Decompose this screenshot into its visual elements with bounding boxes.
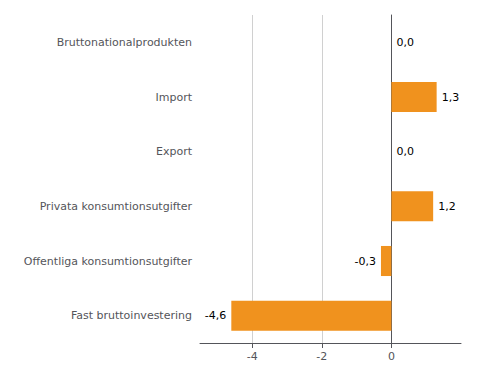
svg-text:Bruttonationalprodukten: Bruttonationalprodukten	[57, 36, 192, 49]
svg-text:0,0: 0,0	[396, 36, 414, 49]
svg-text:Export: Export	[156, 145, 193, 158]
svg-text:1,3: 1,3	[442, 91, 460, 104]
svg-text:Offentliga konsumtionsutgifter: Offentliga konsumtionsutgifter	[24, 255, 193, 268]
svg-text:0,0: 0,0	[396, 145, 414, 158]
svg-text:Fast bruttoinvestering: Fast bruttoinvestering	[71, 309, 192, 322]
svg-text:-4: -4	[247, 350, 258, 363]
svg-text:Privata konsumtionsutgifter: Privata konsumtionsutgifter	[40, 200, 193, 213]
svg-text:-0,3: -0,3	[354, 255, 375, 268]
svg-text:1,2: 1,2	[438, 200, 456, 213]
svg-text:Import: Import	[155, 91, 192, 104]
svg-text:0: 0	[388, 350, 395, 363]
svg-text:-4,6: -4,6	[205, 309, 226, 322]
svg-text:-2: -2	[316, 350, 327, 363]
